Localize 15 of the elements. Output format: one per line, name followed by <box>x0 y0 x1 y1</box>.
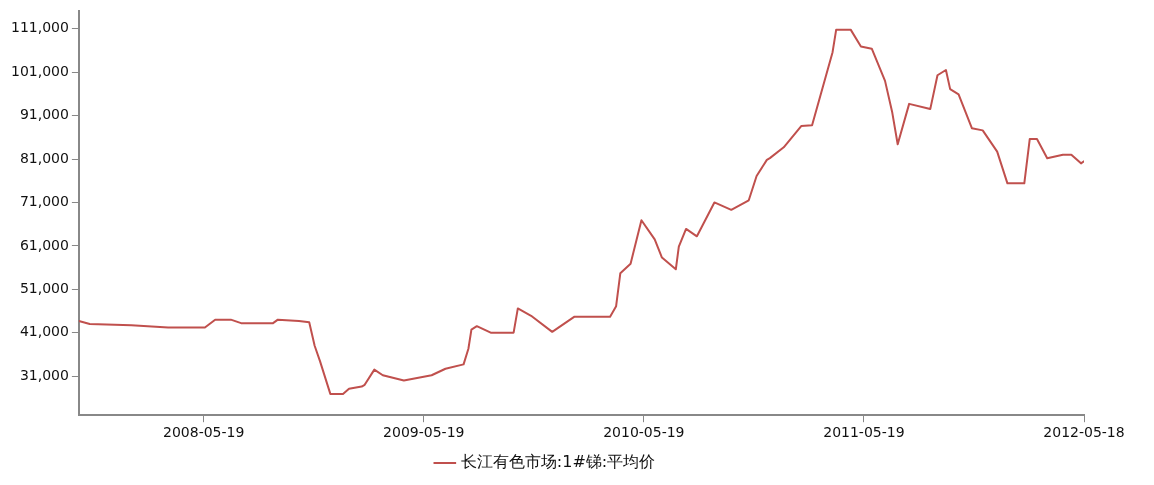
y-tick-label: 31,000 <box>19 366 69 383</box>
y-tick-label: 51,000 <box>19 279 69 296</box>
y-tick-label: 81,000 <box>19 149 69 166</box>
y-tick-label: 101,000 <box>10 62 69 79</box>
y-tick-label: 111,000 <box>10 19 69 36</box>
x-tick-label: 2012-05-18 <box>1043 424 1125 441</box>
x-tick-label: 2011-05-19 <box>823 424 905 441</box>
x-tick-label: 2009-05-19 <box>383 424 465 441</box>
y-tick-label: 61,000 <box>19 236 69 253</box>
y-tick-label: 71,000 <box>19 193 69 210</box>
y-tick-label: 91,000 <box>19 106 69 123</box>
y-tick-label: 41,000 <box>19 323 69 340</box>
x-tick-label: 2010-05-19 <box>603 424 685 441</box>
legend-label: 长江有色市场:1#锑:平均价 <box>460 452 656 472</box>
x-tick-label: 2008-05-19 <box>163 424 245 441</box>
